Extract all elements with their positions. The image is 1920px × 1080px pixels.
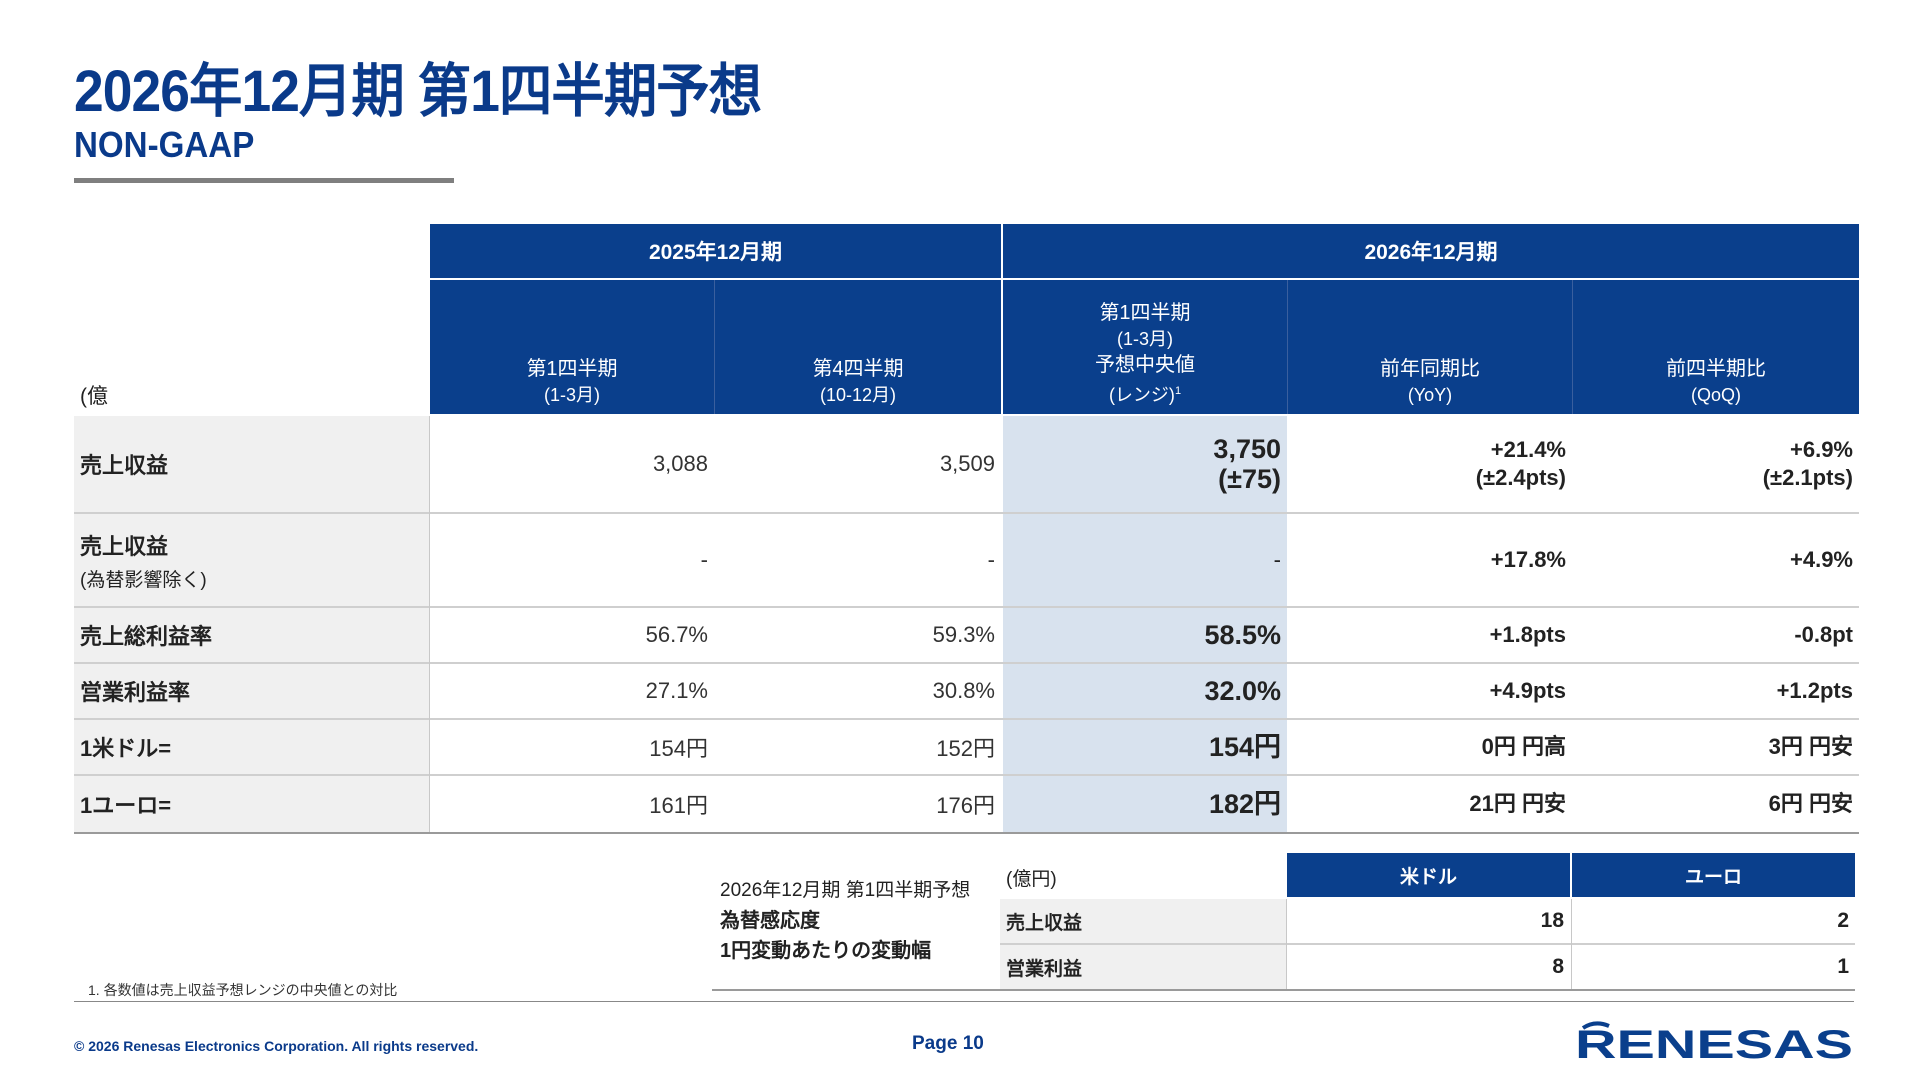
cell-revenue-ex-fx-q1-2026: - (1003, 514, 1287, 606)
cell-gross-margin-yoy: +1.8pts (1489, 622, 1566, 647)
row-divider (74, 718, 1859, 720)
column-divider (714, 280, 715, 414)
page-title: 2026年12月期 第1四半期予想 (74, 59, 762, 124)
cell-revenue-q1-2025: 3,088 (652, 451, 708, 476)
cell-operating-margin-qoq: +1.2pts (1776, 678, 1853, 703)
cell-usd-rate-yoy: 0円 円高 (1481, 734, 1566, 759)
row-label-operating-margin: 営業利益率 (74, 664, 429, 718)
cell-revenue-qoq: +6.9% (±2.1pts) (1762, 437, 1853, 490)
cell-usd-rate-qoq: 3円 円安 (1768, 734, 1853, 759)
cell-usd-rate-q4-2025: 152円 (936, 736, 995, 761)
row-label-eur-rate: 1ユーロ= (74, 776, 429, 832)
cell-revenue-ex-fx-yoy: +17.8% (1490, 547, 1566, 572)
footnote-marker: 1 (1174, 385, 1182, 397)
row-divider (74, 512, 1859, 514)
cell-usd-rate-q1-2025: 154円 (649, 736, 708, 761)
header-group-2025: 2025年12月期 (430, 224, 1001, 278)
cell-operating-margin-yoy: +4.9pts (1489, 678, 1566, 703)
row-divider (1000, 943, 1855, 945)
row-label-usd-rate: 1米ドル= (74, 720, 429, 774)
cell-operating-margin-q1-2026: 32.0% (1003, 664, 1287, 718)
row-label-gross-margin: 売上総利益率 (74, 608, 429, 662)
cell-eur-rate-qoq: 6円 円安 (1768, 791, 1853, 816)
cell-revenue-q1-2026: 3,750 (±75) (1003, 416, 1287, 512)
cell-operating-margin-q1-2025: 27.1% (645, 678, 708, 703)
row-divider (74, 606, 1859, 608)
row-label-revenue: 売上収益 (74, 416, 429, 512)
header-group-2026: 2026年12月期 (1003, 224, 1859, 278)
cell-eur-rate-q1-2026: 182円 (1003, 776, 1287, 832)
cell-revenue-ex-fx-q4-2025: - (987, 547, 995, 572)
cell-usd-rate-q1-2026: 154円 (1003, 720, 1287, 774)
column-divider (1572, 280, 1573, 414)
header-yoy: 前年同期比 (YoY) (1288, 280, 1572, 414)
header-divider (430, 278, 1859, 280)
sensitivity-caption: 2026年12月期 第1四半期予想 為替感応度 1円変動あたりの変動幅 (720, 880, 971, 962)
column-divider (429, 416, 430, 832)
column-divider (1286, 899, 1287, 989)
cell-revenue-ex-fx-qoq: +4.9% (1790, 547, 1853, 572)
row-divider (74, 774, 1859, 776)
row-divider (74, 662, 1859, 664)
title-divider (74, 178, 454, 183)
cell-eur-rate-q4-2025: 176円 (936, 793, 995, 818)
footer-divider (74, 1001, 1854, 1002)
sensitivity-header-usd: 米ドル (1287, 853, 1570, 897)
header-q1-2026-forecast: 第1四半期 (1-3月) 予想中央値 (レンジ)1 (1003, 280, 1287, 414)
sensitivity-unit: (億円) (1006, 869, 1057, 890)
page-number: Page 10 (912, 1033, 984, 1054)
cell-gross-margin-q1-2026: 58.5% (1003, 608, 1287, 662)
sensitivity-operating-profit-usd: 8 (1552, 955, 1564, 978)
footnote: 1. 各数値は売上収益予想レンジの中央値との対比 (88, 982, 398, 998)
sensitivity-header-eur: ユーロ (1572, 853, 1855, 897)
cell-eur-rate-q1-2025: 161円 (649, 793, 708, 818)
renesas-logo: RENESAS (1575, 1021, 1853, 1062)
column-divider (1001, 224, 1003, 414)
logo-text: RENESAS (1575, 1023, 1853, 1062)
sensitivity-label-revenue: 売上収益 (1000, 899, 1286, 943)
column-divider (1287, 280, 1288, 414)
cell-revenue-yoy: +21.4% (±2.4pts) (1475, 437, 1566, 490)
row-label-revenue-ex-fx: 売上収益 (為替影響除く) (74, 514, 429, 606)
sensitivity-bottom-rule (712, 989, 1855, 991)
sensitivity-revenue-eur: 2 (1837, 909, 1849, 932)
page-subtitle: NON-GAAP (74, 124, 255, 165)
table-bottom-rule (74, 832, 1859, 834)
copyright: © 2026 Renesas Electronics Corporation. … (74, 1038, 479, 1054)
cell-revenue-ex-fx-q1-2025: - (700, 547, 708, 572)
sensitivity-revenue-usd: 18 (1540, 909, 1564, 932)
sensitivity-operating-profit-eur: 1 (1837, 955, 1849, 978)
column-divider (1571, 899, 1572, 989)
header-qoq: 前四半期比 (QoQ) (1573, 280, 1859, 414)
cell-gross-margin-q4-2025: 59.3% (932, 622, 995, 647)
cell-eur-rate-yoy: 21円 円安 (1469, 791, 1566, 816)
header-q1-2025: 第1四半期 (1-3月) (430, 280, 714, 414)
cell-revenue-q4-2025: 3,509 (939, 451, 995, 476)
cell-gross-margin-qoq: -0.8pt (1794, 622, 1853, 647)
cell-operating-margin-q4-2025: 30.8% (932, 678, 995, 703)
sensitivity-label-operating-profit: 営業利益 (1000, 945, 1286, 989)
header-q4-2025: 第4四半期 (10-12月) (715, 280, 1001, 414)
cell-gross-margin-q1-2025: 56.7% (645, 622, 708, 647)
